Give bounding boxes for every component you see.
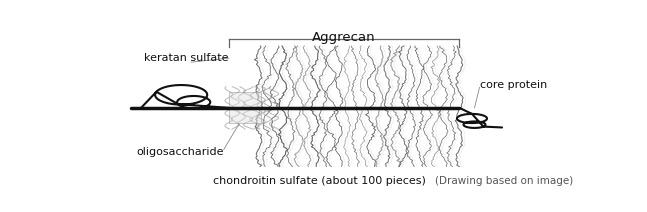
Bar xyxy=(229,92,261,123)
Text: Aggrecan: Aggrecan xyxy=(313,31,376,44)
Text: keratan sulfate: keratan sulfate xyxy=(144,53,229,63)
Text: core protein: core protein xyxy=(479,80,547,90)
Text: (Drawing based on image): (Drawing based on image) xyxy=(435,176,574,186)
Text: oligosaccharide: oligosaccharide xyxy=(137,147,224,157)
Text: chondroitin sulfate (about 100 pieces): chondroitin sulfate (about 100 pieces) xyxy=(213,176,426,186)
